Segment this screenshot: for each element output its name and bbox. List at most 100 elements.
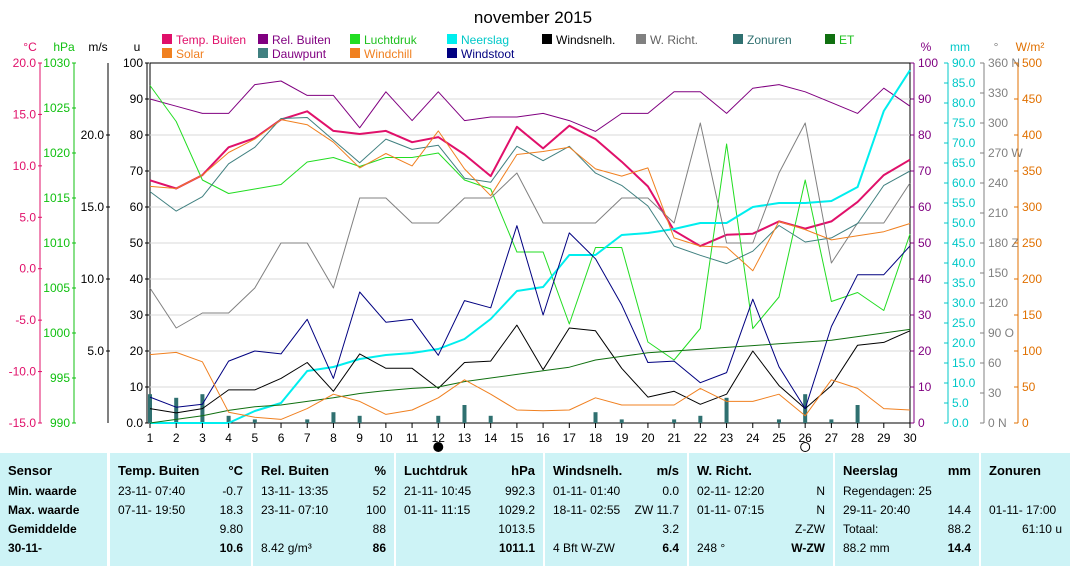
cell-value: 9.80 — [219, 522, 243, 536]
x-tick-label: 13 — [458, 431, 472, 445]
legend-entry: Luchtdruk — [364, 33, 418, 47]
table-cell: 4 Bft W-ZW 6.4 — [553, 541, 679, 559]
tick-label-temp: 10.0 — [13, 159, 37, 173]
tick-label-rain: 35.0 — [952, 276, 976, 290]
cell-left: 01-11- 17:00 — [989, 503, 1057, 517]
table-cell: 01-11- 07:15 N — [697, 503, 825, 521]
table-col: Temp. Buiten °C 23-11- 07:40 -0.7 07-11- 19:… — [110, 453, 251, 566]
table-cell: 88.2 mm 14.4 — [843, 541, 971, 559]
cell-value: 52 — [372, 484, 386, 498]
cell-value: 14.4 — [947, 503, 971, 517]
cell-left: Totaal: — [843, 522, 879, 536]
tick-label-rain: 80.0 — [952, 96, 976, 110]
cell-left: 8.42 g/m³ — [261, 541, 312, 555]
tick-label-dir: 60 — [988, 356, 1002, 370]
legend-swatch — [258, 34, 268, 44]
tick-label-hum: 100 — [918, 56, 938, 70]
grid — [149, 62, 911, 424]
legend-entry: Neerslag — [461, 33, 509, 47]
cell-value: 14.4 — [947, 541, 971, 555]
col-header: W. Richt. — [697, 459, 825, 479]
series-line-rel-buiten — [149, 80, 911, 132]
cell-value: Z-ZW — [795, 522, 825, 536]
tick-label-hum: 40 — [918, 272, 932, 286]
x-tick-label: 2 — [173, 431, 180, 445]
tick-label-rad: 300 — [1022, 200, 1042, 214]
cell-value: N — [816, 484, 825, 498]
tick-label-temp: -5.0 — [15, 313, 36, 327]
legend-swatch — [733, 34, 743, 44]
cell-value: ZW 11.7 — [634, 503, 679, 517]
col-unit: hPa — [511, 463, 535, 478]
tick-label-solar_u: 30 — [130, 308, 144, 322]
cell-value: 1029.2 — [498, 503, 535, 517]
cell-value: 1013.5 — [498, 522, 535, 536]
series-line-solar — [149, 351, 911, 420]
tick-label-solar_u: 0.0 — [126, 416, 143, 430]
tick-label-rad: 0 — [1022, 416, 1029, 430]
col-header: Luchtdruk hPa — [404, 459, 535, 479]
x-tick-label: 5 — [251, 431, 258, 445]
tick-label-rad: 100 — [1022, 344, 1042, 358]
tick-label-rad: 500 — [1022, 56, 1042, 70]
x-tick-label: 7 — [304, 431, 311, 445]
cell-value: 100 — [365, 503, 386, 517]
tick-label-dir: 270 W — [988, 146, 1023, 160]
col-title: Zonuren — [989, 463, 1041, 478]
col-unit: % — [374, 463, 386, 478]
col-unit: mm — [947, 463, 971, 478]
x-tick-label: 25 — [772, 431, 786, 445]
row-label-max: Max. waarde — [8, 503, 80, 517]
cell-value: N — [816, 503, 825, 517]
cell-left: 21-11- 10:45 — [404, 484, 472, 498]
tick-label-press: 1030 — [43, 56, 70, 70]
col-header: Temp. Buiten °C — [118, 459, 243, 479]
axis-label-rad: W/m² — [1016, 40, 1045, 54]
tick-label-press: 990 — [50, 416, 70, 430]
tick-label-rain: 50.0 — [952, 216, 976, 230]
bar-zonuren — [331, 412, 336, 423]
bar-zonuren — [855, 405, 860, 423]
tick-label-rain: 70.0 — [952, 136, 976, 150]
series-line-temp-buiten — [149, 110, 911, 248]
tick-label-hum: 80 — [918, 128, 932, 142]
x-tick-label: 1 — [147, 431, 154, 445]
table-cell: 88 — [261, 522, 386, 540]
x-tick-label: 28 — [851, 431, 865, 445]
x-tick-label: 27 — [825, 431, 839, 445]
x-tick-label: 11 — [406, 431, 419, 445]
col-header: Windsnelh. m/s — [553, 459, 679, 479]
tick-label-press: 1015 — [43, 191, 70, 205]
col-unit: m/s — [656, 463, 679, 478]
axis-label-solar_u: u — [134, 40, 141, 54]
weather-chart: november 2015 20.015.010.05.00.0-5.0-10.… — [9, 8, 1045, 452]
series-line-et — [149, 328, 911, 424]
bar-zonuren — [672, 419, 677, 423]
legend-entry: Zonuren — [747, 33, 792, 47]
tick-label-dir: 360 N — [988, 56, 1020, 70]
cell-left: 01-11- 07:15 — [697, 503, 765, 517]
x-tick-label: 3 — [199, 431, 206, 445]
tick-label-press: 1020 — [43, 146, 70, 160]
axis-label-temp: °C — [23, 40, 37, 54]
legend-swatch — [825, 34, 835, 44]
cell-value: W-ZW — [791, 541, 825, 555]
moon-phases — [433, 442, 811, 452]
tick-label-rain: 15.0 — [952, 356, 976, 370]
table-cell: 02-11- 12:20 N — [697, 484, 825, 502]
x-tick-label: 10 — [379, 431, 393, 445]
legend-swatch — [258, 48, 268, 58]
x-tick-label: 9 — [356, 431, 363, 445]
cell-left: 18-11- 02:55 — [553, 503, 621, 517]
tick-label-dir: 150 — [988, 266, 1008, 280]
col-title: Rel. Buiten — [261, 463, 329, 478]
cell-value: 18.3 — [219, 503, 243, 517]
tick-label-wind: 15.0 — [81, 200, 105, 214]
cell-value: 6.4 — [662, 541, 679, 555]
tick-label-rain: 45.0 — [952, 236, 976, 250]
table-cell: 29-11- 20:40 14.4 — [843, 503, 971, 521]
tick-label-rain: 0.0 — [952, 416, 969, 430]
tick-label-hum: 20 — [918, 344, 932, 358]
tick-label-dir: 240 — [988, 176, 1008, 190]
table-col: Neerslag mm Regendagen: 25 29-11- 20:40 14.4… — [835, 453, 979, 566]
